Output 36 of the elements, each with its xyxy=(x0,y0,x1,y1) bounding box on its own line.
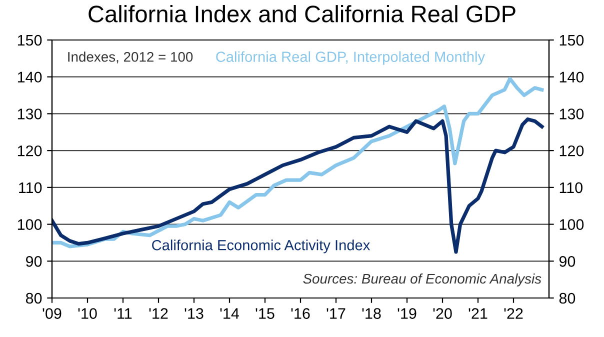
y2-tick-label: 150 xyxy=(560,34,584,46)
y-tick-label: 120 xyxy=(18,145,42,156)
line-series xyxy=(52,117,544,254)
x-tick-label: '16 xyxy=(291,308,310,319)
y-tick-label: 130 xyxy=(18,108,42,120)
y-tick-label: 80 xyxy=(26,292,42,304)
x-tick-label: '20 xyxy=(433,308,452,319)
y2-tick-label: 110 xyxy=(560,182,582,194)
series-label: California Real GDP, Interpolated Monthly xyxy=(216,51,486,65)
y-tick-label: 100 xyxy=(18,219,42,230)
y-tick-label: 90 xyxy=(26,256,42,267)
y2-tick-label: 80 xyxy=(559,292,576,304)
annotation: Indexes, 2012 = 100 xyxy=(68,52,193,64)
series-label: California Economic Activity Index xyxy=(152,240,370,254)
y-tick-label: 140 xyxy=(18,72,42,83)
x-tick-label: '09 xyxy=(42,308,62,319)
y2-tick-label: 120 xyxy=(560,145,584,156)
x-tick-label: '17 xyxy=(326,308,346,319)
x-tick-label: '21 xyxy=(468,308,488,319)
y-tick-label: 150 xyxy=(18,34,42,46)
x-tick-label: '13 xyxy=(184,308,204,319)
annotation: Sources: Bureau of Economic Analysis xyxy=(303,273,542,286)
chart-title: California Index and California Real GDP xyxy=(88,5,516,22)
x-tick-label: '12 xyxy=(149,308,168,319)
y2-tick-label: 140 xyxy=(560,72,584,83)
x-tick-label: '11 xyxy=(114,308,132,319)
y2-tick-label: 130 xyxy=(560,108,584,120)
y2-tick-label: 100 xyxy=(560,219,584,230)
x-tick-label: '19 xyxy=(398,308,416,319)
x-tick-label: '18 xyxy=(362,308,381,319)
x-tick-label: '22 xyxy=(504,308,523,319)
y2-tick-label: 90 xyxy=(559,256,576,267)
x-tick-label: '15 xyxy=(256,308,274,319)
y-tick-label: 110 xyxy=(19,182,42,194)
x-tick-label: '14 xyxy=(220,308,240,319)
x-tick-label: '10 xyxy=(78,308,97,319)
